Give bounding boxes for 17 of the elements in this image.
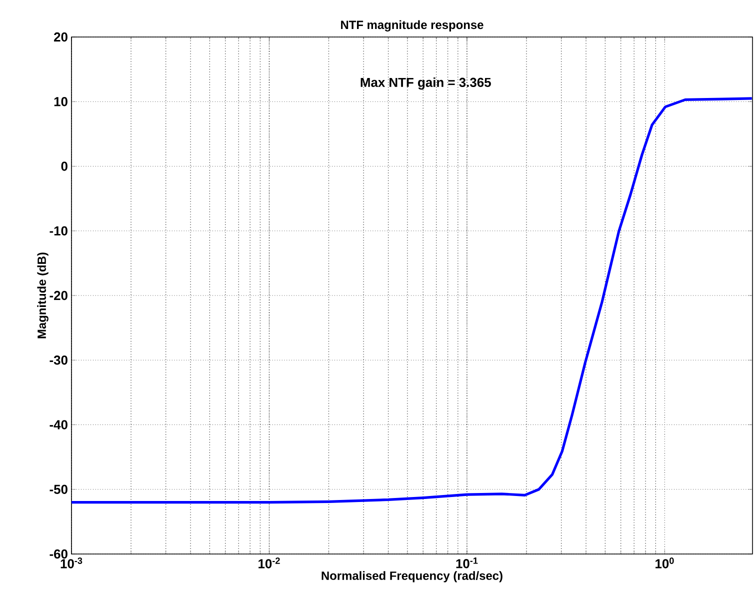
y-tick-label: 20	[54, 32, 68, 42]
y-tick-label: -10	[50, 226, 68, 236]
y-tick-label: -20	[50, 290, 68, 300]
x-axis-title: Normalised Frequency (rad/sec)	[322, 571, 502, 582]
y-tick-label: -30	[50, 356, 68, 365]
chart-title: NTF magnitude response	[341, 20, 484, 32]
y-tick-label: -50	[50, 484, 68, 494]
annotation: Max NTF gain = 3.365	[360, 77, 491, 90]
y-tick-label: -40	[50, 420, 68, 430]
y-tick-label: 0	[61, 162, 68, 171]
x-tick-label: 10$^{0}$	[656, 558, 674, 568]
x-tick-label: 10$^{-3}$	[60, 558, 82, 568]
x-tick-label: 10$^{-1}$	[456, 558, 478, 568]
y-axis-title: Magnitude (dB)	[37, 252, 48, 338]
x-tick-label: 10$^{-2}$	[258, 558, 280, 568]
y-tick-label: 10	[54, 97, 68, 106]
y-tick-label: -60	[50, 549, 68, 559]
